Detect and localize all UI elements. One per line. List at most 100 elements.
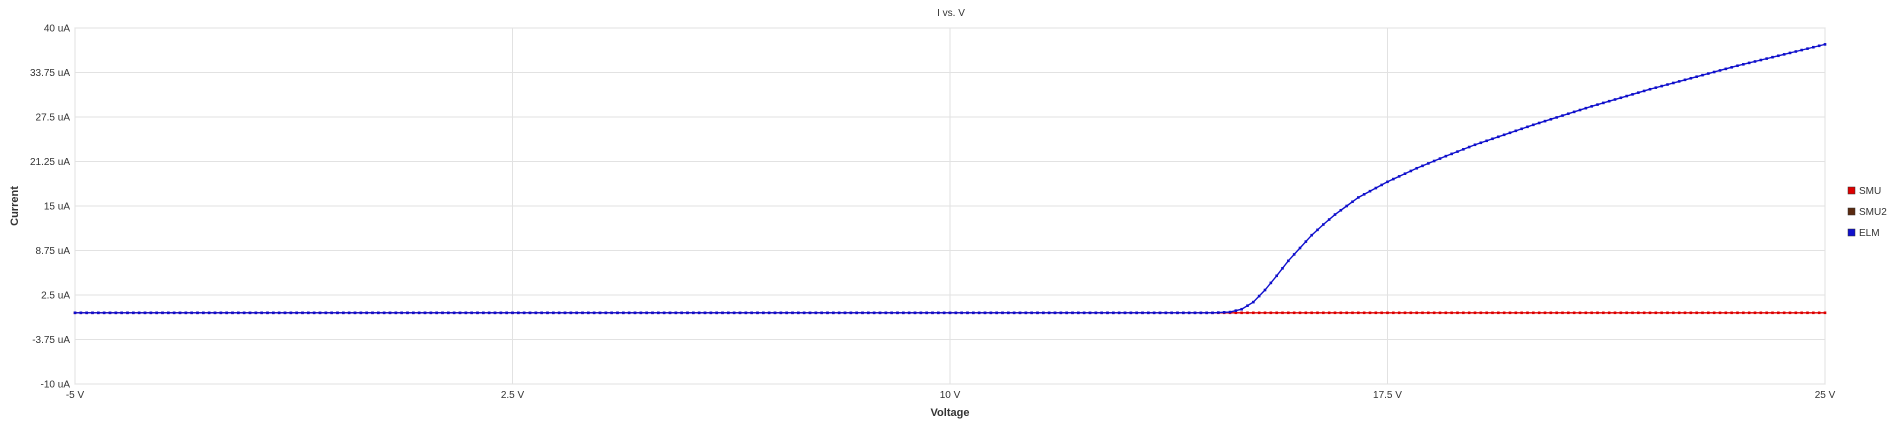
data-point	[1327, 218, 1331, 221]
data-point	[324, 311, 328, 315]
data-point	[960, 311, 963, 315]
data-point	[1637, 311, 1640, 315]
data-point	[1304, 311, 1308, 315]
data-point	[651, 311, 654, 315]
data-point	[1246, 311, 1249, 315]
data-point	[219, 311, 223, 315]
data-point	[668, 311, 672, 315]
data-point	[627, 311, 631, 315]
data-point	[283, 311, 287, 315]
data-point	[225, 311, 228, 315]
data-point	[1607, 311, 1611, 315]
data-point	[872, 311, 876, 315]
data-point	[231, 311, 234, 315]
data-point	[476, 311, 479, 315]
data-point	[1742, 311, 1745, 315]
data-point	[1567, 112, 1570, 116]
data-point	[1438, 157, 1442, 160]
data-point	[1695, 75, 1698, 79]
data-point	[703, 311, 707, 315]
data-point	[102, 311, 106, 315]
data-point	[388, 311, 392, 315]
data-point	[1409, 169, 1413, 173]
data-point	[692, 311, 695, 315]
data-point	[1234, 311, 1238, 315]
data-point	[1007, 311, 1010, 315]
data-point	[1380, 311, 1383, 315]
data-point	[470, 311, 473, 315]
data-point	[1415, 311, 1418, 315]
data-point	[1502, 311, 1506, 315]
data-point	[826, 311, 829, 315]
data-point	[791, 311, 794, 315]
data-point	[802, 311, 806, 315]
data-point	[1444, 154, 1448, 158]
data-point	[528, 311, 532, 315]
data-point	[482, 311, 485, 315]
data-point	[1257, 311, 1261, 315]
data-point	[441, 311, 444, 315]
data-point	[429, 311, 433, 315]
data-point	[1473, 311, 1477, 315]
data-point	[1771, 55, 1774, 59]
data-point	[1298, 311, 1302, 315]
data-point	[902, 311, 905, 315]
data-point	[272, 311, 275, 315]
data-point	[487, 311, 491, 315]
data-point	[1018, 311, 1022, 315]
legend-item-smu: SMU	[1847, 186, 1881, 197]
y-tick-label: 33.75 uA	[30, 68, 70, 79]
legend-swatch	[1847, 228, 1856, 237]
data-point	[295, 311, 298, 315]
data-point	[1094, 311, 1098, 315]
data-point	[937, 311, 940, 315]
data-point	[1648, 87, 1652, 91]
data-point	[686, 311, 689, 315]
data-point	[190, 311, 193, 315]
data-point	[1497, 135, 1500, 139]
x-axis-title: Voltage	[931, 407, 970, 419]
data-point	[1263, 288, 1267, 292]
grid	[74, 27, 1826, 385]
data-point	[1438, 311, 1442, 315]
data-point	[242, 311, 246, 315]
data-point	[598, 311, 602, 315]
data-point	[709, 311, 713, 315]
data-point	[1292, 253, 1296, 256]
data-point	[1666, 311, 1669, 315]
data-point	[1660, 84, 1663, 88]
data-point	[1526, 125, 1529, 129]
data-point	[330, 311, 333, 315]
data-point	[1747, 61, 1751, 65]
data-point	[1322, 223, 1325, 226]
data-point	[1812, 45, 1815, 49]
data-point	[1555, 311, 1558, 315]
data-point	[1187, 311, 1191, 315]
x-tick-label: 25 V	[1815, 390, 1836, 401]
data-point	[365, 311, 368, 315]
data-point	[797, 311, 800, 315]
data-point	[1252, 311, 1255, 315]
data-point	[563, 311, 567, 315]
data-point	[196, 311, 199, 315]
data-point	[1222, 311, 1226, 314]
data-point	[1030, 311, 1033, 315]
data-point	[1100, 311, 1103, 315]
data-point	[837, 311, 841, 315]
data-point	[517, 311, 520, 315]
data-point	[447, 311, 450, 315]
data-point	[1252, 300, 1255, 304]
data-point	[1689, 76, 1693, 80]
data-point	[1817, 44, 1821, 48]
data-point	[1246, 304, 1249, 307]
data-point	[1077, 311, 1080, 315]
data-point	[417, 311, 421, 315]
x-tick-label: 17.5 V	[1373, 390, 1402, 401]
data-point	[808, 311, 812, 315]
data-point	[1456, 311, 1459, 315]
data-point	[1782, 53, 1786, 56]
data-point	[1269, 311, 1273, 315]
data-point	[1182, 311, 1185, 315]
data-point	[184, 311, 188, 315]
